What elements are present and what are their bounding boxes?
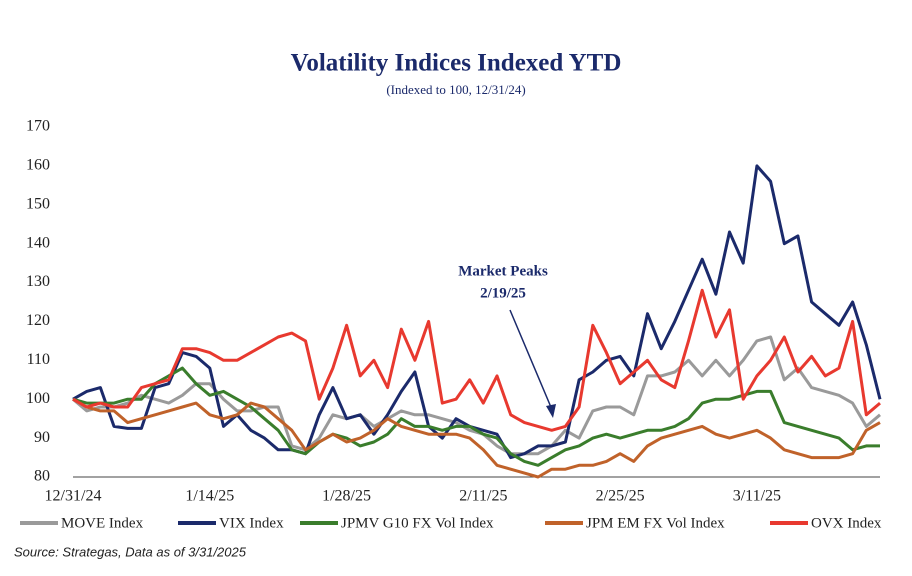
x-tick-label: 12/31/24 bbox=[45, 488, 102, 505]
x-tick-label: 1/28/25 bbox=[322, 488, 371, 505]
annotation-arrowhead bbox=[546, 404, 556, 418]
y-tick-label: 100 bbox=[26, 390, 50, 407]
chart-title: Volatility Indices Indexed YTD bbox=[291, 50, 622, 77]
x-tick-label: 3/11/25 bbox=[733, 488, 781, 505]
chart-subtitle: (Indexed to 100, 12/31/24) bbox=[386, 82, 525, 97]
y-tick-label: 170 bbox=[26, 118, 50, 135]
legend-label: MOVE Index bbox=[61, 515, 144, 531]
x-tick-label: 2/11/25 bbox=[459, 488, 507, 505]
series-line bbox=[72, 164, 882, 460]
annotation-arrow bbox=[509, 309, 554, 413]
x-tick-label: 1/14/25 bbox=[185, 488, 234, 505]
legend-label: JPMV G10 FX Vol Index bbox=[341, 515, 494, 531]
series-line bbox=[72, 288, 881, 432]
y-tick-label: 150 bbox=[26, 195, 50, 212]
y-tick-label: 130 bbox=[26, 273, 50, 290]
series-line bbox=[72, 335, 881, 456]
x-tick-label: 2/25/25 bbox=[596, 488, 645, 505]
y-tick-label: 160 bbox=[26, 157, 50, 174]
series-line bbox=[72, 397, 881, 479]
source: Source: Strategas, Data as of 3/31/2025 bbox=[14, 544, 247, 559]
y-tick-label: 110 bbox=[27, 351, 50, 368]
y-tick-label: 120 bbox=[26, 312, 50, 329]
legend-label: VIX Index bbox=[219, 515, 284, 531]
legend-label: OVX Index bbox=[811, 515, 882, 531]
y-tick-label: 90 bbox=[34, 429, 50, 446]
y-tick-label: 80 bbox=[34, 468, 50, 485]
series-line bbox=[72, 366, 880, 467]
legend-label: JPM EM FX Vol Index bbox=[586, 515, 725, 531]
y-tick-label: 140 bbox=[26, 234, 50, 251]
annotation: Market Peaks bbox=[458, 263, 548, 279]
annotation: 2/19/25 bbox=[480, 285, 526, 301]
